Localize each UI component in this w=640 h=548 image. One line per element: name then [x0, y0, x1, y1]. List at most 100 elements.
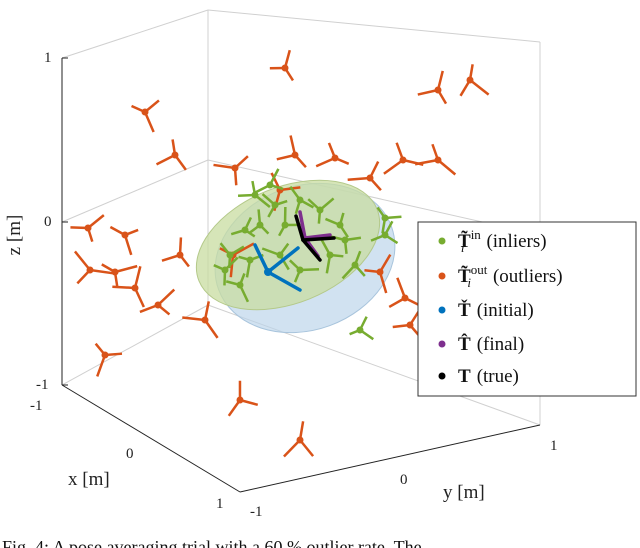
- x-axis-label: x [m]: [68, 469, 110, 490]
- axis-lines: [61, 57, 541, 493]
- frame-origin: [131, 284, 139, 292]
- frame-origin: [246, 256, 254, 264]
- frame-origin: [84, 224, 92, 232]
- frame-origin: [236, 396, 244, 404]
- legend-text: T: [458, 366, 471, 387]
- legend-marker: [438, 272, 446, 280]
- z-tick-label: 1: [44, 50, 52, 66]
- frame-axis: [229, 254, 235, 278]
- frame-origin: [336, 221, 344, 229]
- frame-origin: [111, 268, 119, 276]
- frame-origin: [201, 316, 209, 324]
- legend-entry: Ť (initial): [458, 299, 534, 321]
- frame-axis: [396, 277, 407, 299]
- frame-axis: [112, 285, 136, 290]
- frame-axis: [414, 158, 439, 166]
- frame-origin: [281, 64, 289, 72]
- frame-origin: [401, 294, 409, 302]
- frame-axis: [437, 159, 457, 176]
- frame-origin: [231, 164, 239, 172]
- legend-text: i: [461, 240, 465, 255]
- frame-origin: [236, 281, 244, 289]
- frame-axis: [213, 163, 236, 170]
- legend: T̃in i (inliers)T̃out i (outliers)Ť (initial)…: [417, 221, 637, 397]
- frame-origin: [434, 156, 442, 164]
- y-tick-label: 0: [400, 472, 408, 488]
- frame-origin: [331, 154, 339, 162]
- legend-text: (final): [477, 334, 524, 355]
- frame-origin: [171, 151, 179, 159]
- frame-axis: [283, 439, 301, 458]
- frame-axis: [143, 111, 155, 133]
- frame-axis: [157, 288, 176, 306]
- frame-axis: [73, 250, 91, 271]
- frame-origin: [141, 108, 149, 116]
- y-tick-label: 1: [550, 438, 558, 454]
- frame-origin: [296, 266, 304, 274]
- frame-axis: [203, 319, 219, 339]
- frame-origin: [296, 196, 304, 204]
- frame-origin: [466, 76, 474, 84]
- frame-origin: [256, 221, 264, 229]
- frame-origin: [316, 206, 324, 214]
- frame-origin: [86, 266, 94, 274]
- legend-marker: [438, 372, 446, 380]
- x-tick-label: 0: [126, 446, 134, 462]
- legend-entry: T̂ (final): [458, 334, 524, 355]
- legend-text: i: [467, 275, 471, 290]
- frame-origin: [399, 156, 407, 164]
- frame-axis: [347, 176, 371, 181]
- frame-axis: [232, 242, 255, 257]
- frame-axis: [89, 268, 113, 275]
- legend-marker: [438, 340, 446, 348]
- frame-origin: [176, 251, 184, 259]
- legend-entry: T (true): [458, 366, 519, 387]
- frame-axis: [469, 79, 490, 96]
- legend-text: Ť: [458, 299, 471, 321]
- legend-text: (inliers): [486, 231, 546, 252]
- frame-origin: [221, 266, 229, 274]
- frame-origin: [381, 214, 389, 222]
- legend-text: T̃: [458, 266, 471, 287]
- frame-origin: [226, 251, 234, 259]
- frame-axis: [96, 354, 107, 377]
- x-tick-label: -1: [30, 398, 43, 414]
- frame-origin: [121, 231, 129, 239]
- x-tick-label: 1: [216, 496, 224, 512]
- frame-origin: [341, 236, 349, 244]
- frame-origin: [271, 201, 279, 209]
- frame-origin: [356, 326, 364, 334]
- frame-origin: [276, 251, 284, 259]
- z-tick-label: -1: [36, 377, 49, 393]
- z-axis-label: z [m]: [4, 215, 25, 256]
- y-axis-label: y [m]: [443, 482, 485, 503]
- frame-origin: [376, 268, 384, 276]
- legend-entry: T̃in i (inliers): [458, 227, 547, 255]
- frame-axis: [133, 266, 142, 289]
- frame-origin: [241, 226, 249, 234]
- frame-origin: [296, 436, 304, 444]
- frame-origin: [434, 86, 442, 94]
- frame-origin: [351, 261, 359, 269]
- frame-axis: [378, 271, 388, 294]
- frame-axis: [182, 316, 206, 322]
- frame-origin: [154, 301, 162, 309]
- frame-origin: [406, 321, 414, 329]
- legend-text: in: [471, 227, 482, 242]
- legend-text: (initial): [477, 300, 534, 321]
- frame-origin: [281, 221, 289, 229]
- legend-entry: T̃out i (outliers): [458, 262, 563, 290]
- frame-axis: [114, 264, 138, 274]
- legend-marker: [438, 237, 446, 245]
- caption: Fig. 4: A pose averaging trial with a 60…: [2, 537, 422, 548]
- y-tick-label: -1: [250, 504, 263, 520]
- legend-text: out: [471, 262, 488, 277]
- legend-text: T̂: [458, 334, 471, 355]
- z-tick-label: 0: [44, 214, 52, 230]
- frame-axis: [383, 158, 404, 175]
- legend-text: (outliers): [493, 266, 563, 287]
- frame-origin: [266, 181, 274, 189]
- estimates: [253, 210, 336, 292]
- legend-text: (true): [477, 366, 519, 387]
